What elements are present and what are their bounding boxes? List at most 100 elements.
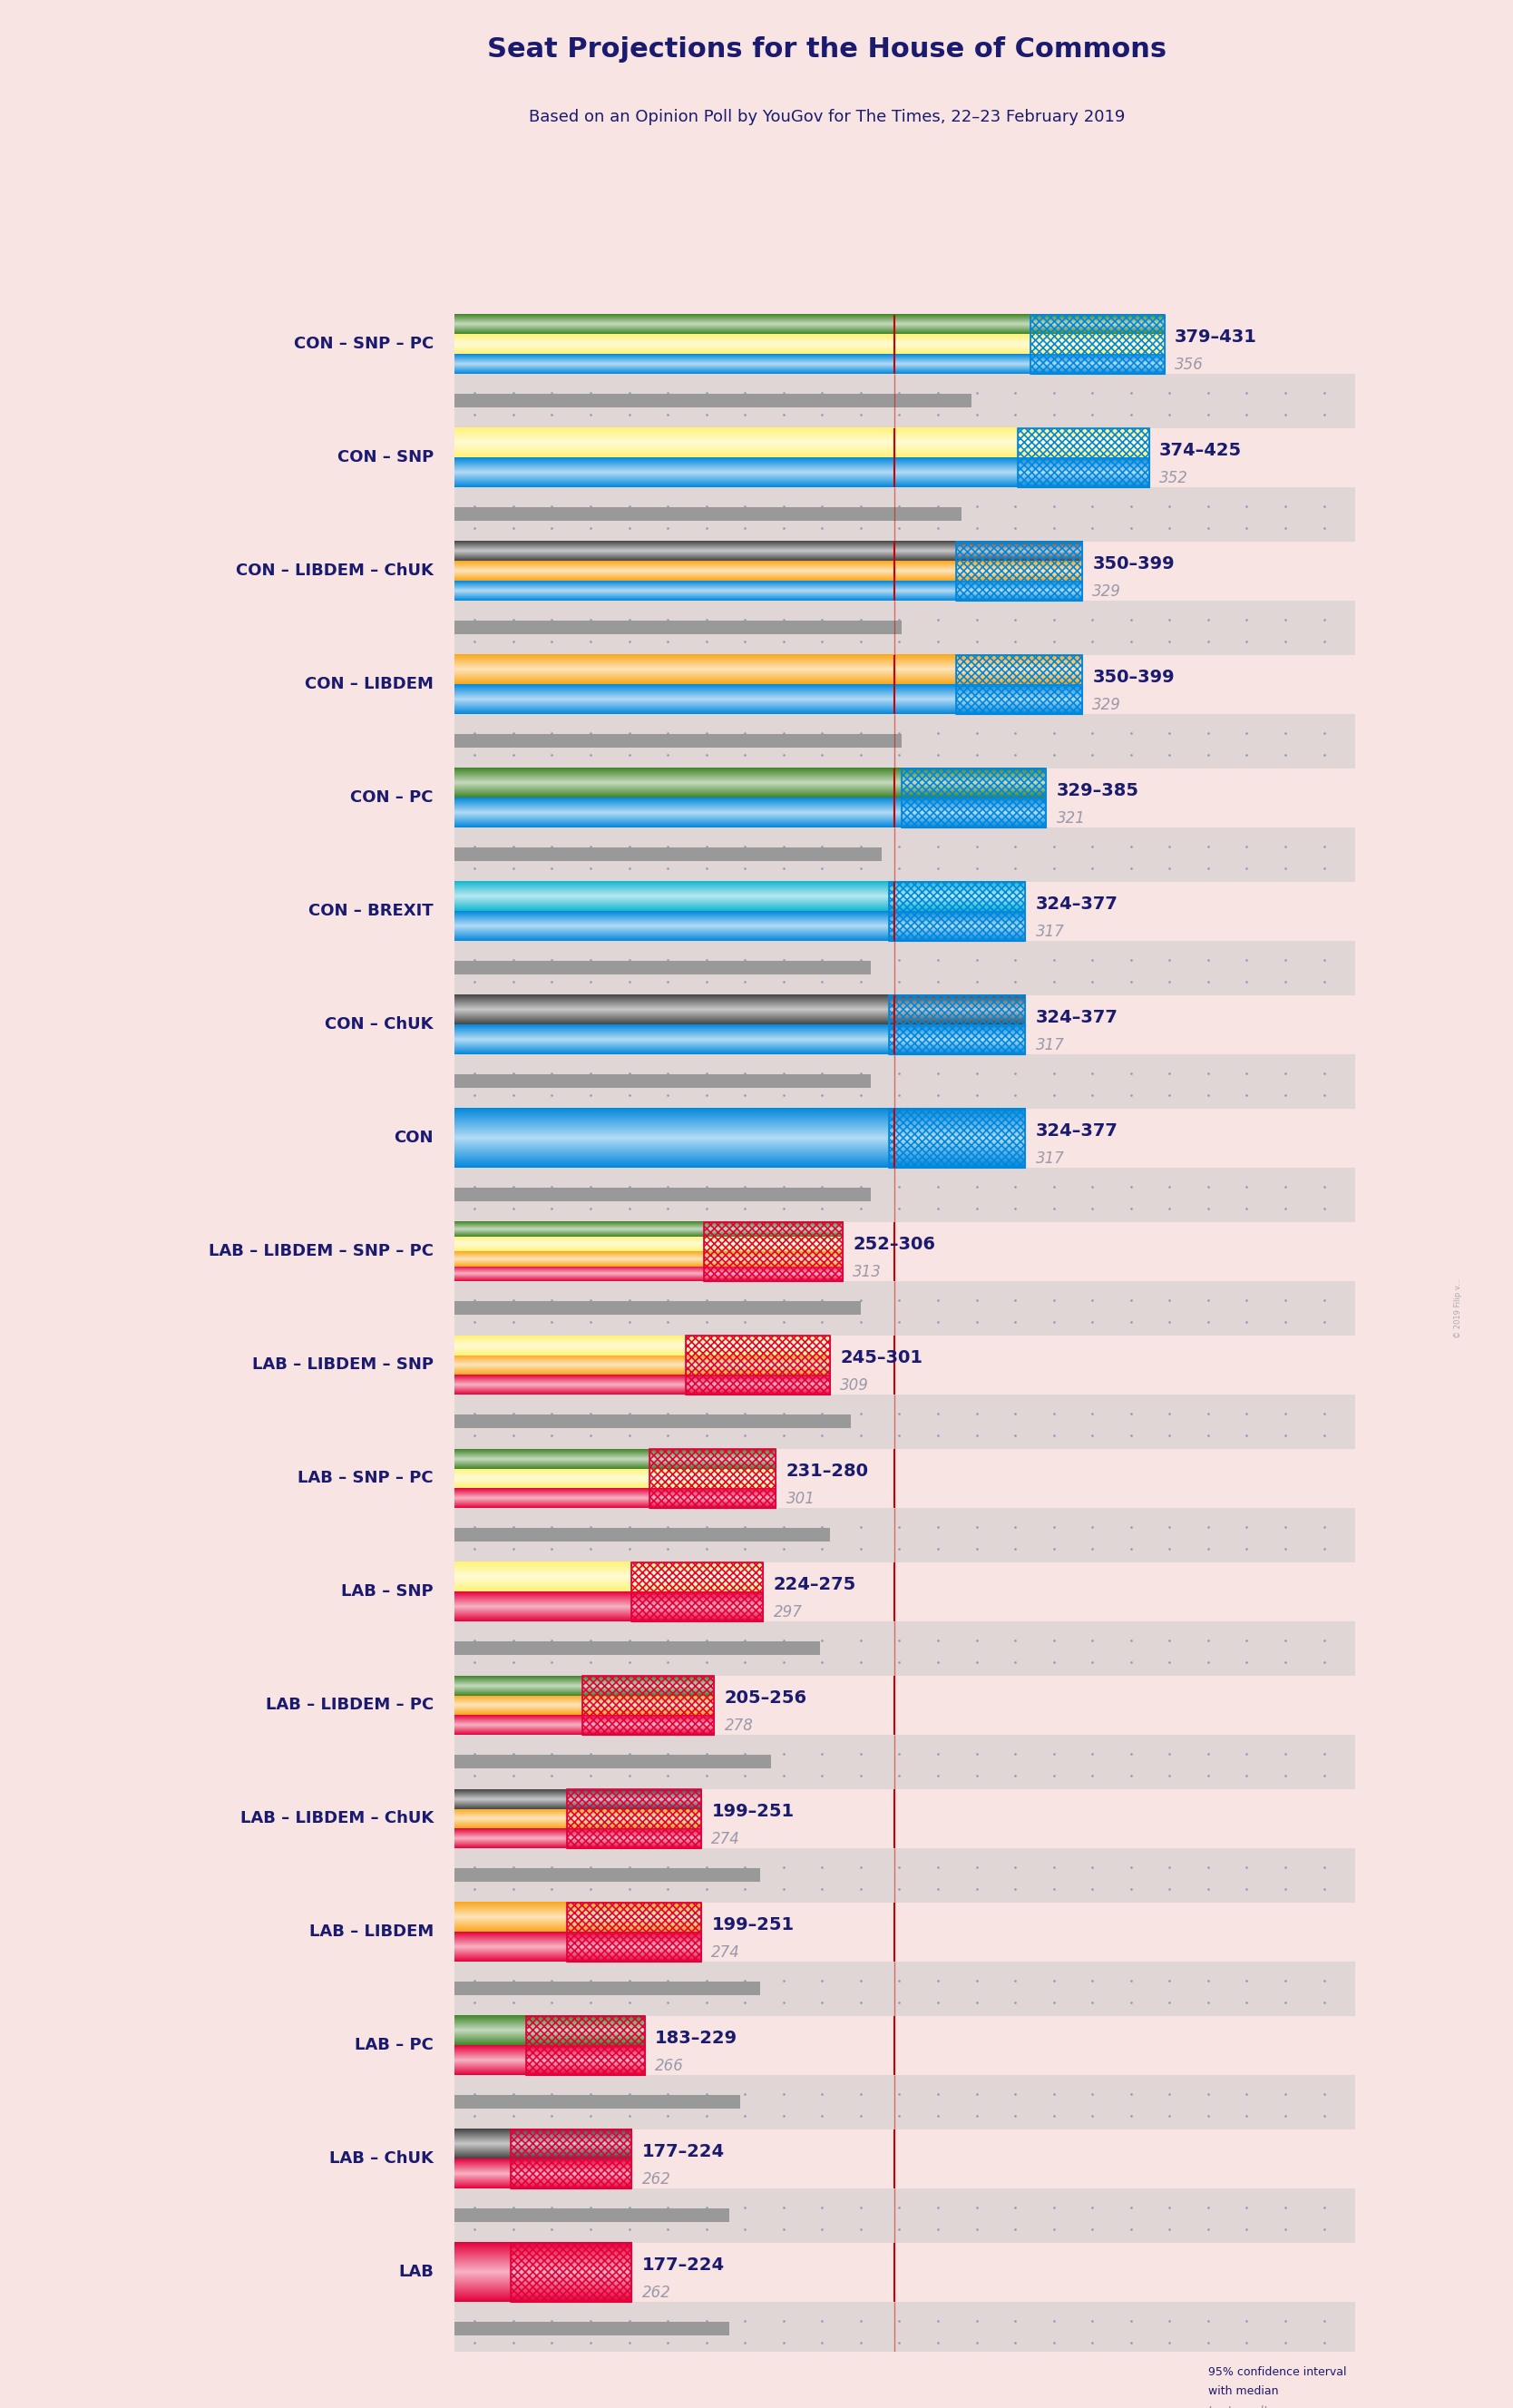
Bar (956, 542, 1082, 600)
Bar (511, 2242, 632, 2302)
Bar (454, 1055, 1354, 1108)
Bar (454, 1394, 1354, 1450)
Text: LAB – LIBDEM – SNP: LAB – LIBDEM – SNP (253, 1356, 434, 1373)
Bar (956, 655, 1082, 713)
Bar (890, 995, 1026, 1055)
Text: 309: 309 (840, 1377, 868, 1394)
Text: 274: 274 (711, 1943, 740, 1960)
Bar (685, 1336, 829, 1394)
Text: CON – SNP – PC: CON – SNP – PC (294, 335, 434, 352)
Text: 317: 317 (1036, 1038, 1065, 1052)
Bar (1030, 315, 1165, 373)
Bar (454, 1755, 770, 1770)
Bar (567, 1902, 701, 1963)
Text: with median: with median (1209, 2386, 1278, 2398)
Bar (511, 2129, 632, 2189)
Text: 177–224: 177–224 (642, 2143, 725, 2160)
Text: 374–425: 374–425 (1159, 443, 1242, 460)
Text: 199–251: 199–251 (711, 1804, 794, 1820)
Text: 329: 329 (1092, 696, 1121, 713)
Bar (454, 1621, 1354, 1676)
Bar (454, 2321, 729, 2336)
Bar (583, 1676, 714, 1734)
Bar (454, 600, 1354, 655)
Text: CON – ChUK: CON – ChUK (325, 1016, 434, 1033)
Text: CON – LIBDEM – ChUK: CON – LIBDEM – ChUK (236, 563, 434, 578)
Bar (454, 2208, 729, 2223)
Bar (454, 2095, 740, 2109)
Text: 231–280: 231–280 (787, 1464, 868, 1481)
Bar (454, 2189, 1354, 2242)
Bar (454, 1300, 861, 1315)
Bar (956, 542, 1082, 600)
Bar (454, 1074, 871, 1088)
Text: CON – BREXIT: CON – BREXIT (309, 903, 434, 920)
Bar (632, 1563, 763, 1621)
Text: LAB – LIBDEM – SNP – PC: LAB – LIBDEM – SNP – PC (209, 1243, 434, 1259)
Bar (1030, 315, 1165, 373)
Bar (454, 395, 971, 407)
Bar (632, 1563, 763, 1621)
Bar (454, 373, 1354, 429)
Text: 350–399: 350–399 (1092, 556, 1174, 573)
Bar (454, 621, 902, 633)
Text: 356: 356 (1174, 356, 1203, 373)
Text: 297: 297 (773, 1604, 802, 1621)
Bar (527, 2015, 645, 2076)
Text: 274: 274 (711, 1830, 740, 1847)
Text: © 2019 Filip v...: © 2019 Filip v... (1454, 1279, 1462, 1339)
Bar (454, 1507, 1354, 1563)
Text: Last result: Last result (1209, 2406, 1268, 2408)
Text: LAB: LAB (398, 2264, 434, 2280)
Text: 262: 262 (642, 2172, 670, 2186)
Bar (454, 1416, 850, 1428)
Bar (454, 848, 881, 862)
Text: LAB – SNP: LAB – SNP (342, 1584, 434, 1599)
Bar (454, 1963, 1354, 2015)
Text: 262: 262 (642, 2285, 670, 2302)
Bar (1123, 2403, 1200, 2408)
Text: 205–256: 205–256 (725, 1690, 806, 1707)
Bar (454, 734, 902, 749)
Text: LAB – LIBDEM – ChUK: LAB – LIBDEM – ChUK (241, 1811, 434, 1828)
Bar (454, 1187, 871, 1202)
Bar (567, 1789, 701, 1847)
Text: LAB – LIBDEM – PC: LAB – LIBDEM – PC (265, 1698, 434, 1714)
Bar (890, 881, 1026, 942)
Text: 379–431: 379–431 (1174, 327, 1257, 347)
Text: 324–377: 324–377 (1036, 1009, 1118, 1026)
Bar (649, 1450, 776, 1507)
Text: 224–275: 224–275 (773, 1577, 856, 1594)
Bar (454, 1168, 1354, 1221)
Bar (1123, 2357, 1200, 2391)
Bar (454, 2302, 1354, 2357)
Bar (902, 768, 1045, 828)
Text: 329: 329 (1092, 583, 1121, 600)
Text: 95% confidence interval: 95% confidence interval (1209, 2367, 1347, 2379)
Bar (454, 1642, 820, 1654)
Text: 317: 317 (1036, 1151, 1065, 1165)
Text: 301: 301 (787, 1491, 816, 1507)
Bar (704, 1221, 843, 1281)
Text: 324–377: 324–377 (1036, 1122, 1118, 1139)
Bar (704, 1221, 843, 1281)
Bar (454, 1982, 761, 1996)
Text: LAB – LIBDEM: LAB – LIBDEM (309, 1924, 434, 1941)
Text: 352: 352 (1159, 470, 1188, 486)
Bar (583, 1676, 714, 1734)
Bar (454, 713, 1354, 768)
Bar (902, 768, 1045, 828)
Text: CON – LIBDEM: CON – LIBDEM (304, 677, 434, 694)
Bar (567, 1902, 701, 1963)
Bar (454, 508, 961, 520)
Text: 245–301: 245–301 (840, 1348, 923, 1368)
Text: 199–251: 199–251 (711, 1917, 794, 1934)
Text: LAB – ChUK: LAB – ChUK (330, 2150, 434, 2167)
Bar (454, 828, 1354, 881)
Bar (649, 1450, 776, 1507)
Text: 329–385: 329–385 (1056, 783, 1139, 799)
Bar (454, 1529, 829, 1541)
Text: CON: CON (393, 1129, 434, 1146)
Text: 177–224: 177–224 (642, 2256, 725, 2273)
Bar (454, 1869, 761, 1883)
